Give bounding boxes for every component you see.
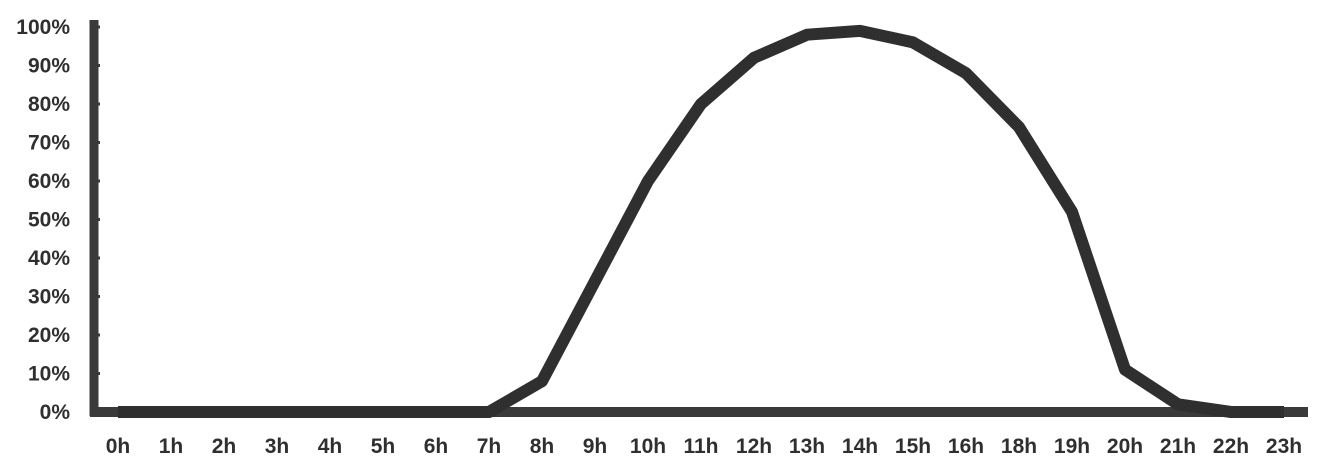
data-point <box>488 411 491 414</box>
x-tick-label: 12h <box>736 435 772 458</box>
series-area <box>117 24 1286 418</box>
y-tick-label: 70% <box>28 132 70 155</box>
y-axis: 0% 10% 20% 30% 40% 50% 60% 70% 80% 90% 100% <box>16 16 100 424</box>
data-point <box>806 33 809 36</box>
x-tick-label: 3h <box>265 435 290 458</box>
data-point <box>435 411 438 414</box>
x-axis: 0h 1h 2h 3h 4h 5h 6h 7h 8h 9h 10h 11h 12h 13h 14h 15h 16… <box>90 407 1308 458</box>
data-point <box>1230 411 1233 414</box>
y-tick-label: 90% <box>28 55 70 78</box>
x-tick-label: 8h <box>530 435 555 458</box>
data-point <box>912 41 915 44</box>
data-point <box>700 103 703 106</box>
x-tick-label: 21h <box>1160 435 1196 458</box>
x-tick-label: 16h <box>948 435 984 458</box>
y-tick-label: 30% <box>28 286 70 309</box>
x-tick-label: 15h <box>895 435 931 458</box>
x-tick-label: 7h <box>477 435 502 458</box>
x-tick-label: 11h <box>683 435 718 458</box>
data-point <box>1018 126 1021 129</box>
data-point <box>965 72 968 75</box>
y-tick-label: 20% <box>28 324 70 347</box>
x-tick-label: 10h <box>630 435 666 458</box>
data-point <box>382 411 385 414</box>
data-point <box>223 411 226 414</box>
x-tick-label: 6h <box>424 435 449 458</box>
x-tick-label: 1h <box>159 435 184 458</box>
x-tick-label: 0h <box>106 435 131 458</box>
x-tick-label: 18h <box>1001 435 1037 458</box>
x-tick-label: 2h <box>212 435 237 458</box>
y-tick-label: 50% <box>28 209 70 232</box>
y-tick-label: 80% <box>28 93 70 116</box>
data-point <box>541 380 544 383</box>
data-point <box>753 56 756 59</box>
series-line <box>118 24 1284 418</box>
x-tick-label: 5h <box>371 435 396 458</box>
data-point <box>859 29 862 32</box>
data-point <box>329 411 332 414</box>
y-tick-label: 40% <box>28 247 70 270</box>
y-tick-label: 100% <box>16 16 70 39</box>
x-tick-label: 4h <box>318 435 343 458</box>
data-point <box>594 280 597 283</box>
x-tick-label: 9h <box>583 435 608 458</box>
data-point <box>1177 403 1180 406</box>
data-point <box>276 411 279 414</box>
data-point <box>1283 411 1286 414</box>
x-tick-label: 20h <box>1107 435 1143 458</box>
x-tick-label: 14h <box>842 435 878 458</box>
data-point <box>117 411 120 414</box>
x-tick-label: 23h <box>1266 435 1302 458</box>
x-tick-label: 19h <box>1054 435 1090 458</box>
data-point <box>170 411 173 414</box>
y-tick-label: 10% <box>28 363 70 386</box>
y-tick-label: 0% <box>40 401 71 424</box>
data-point <box>1071 210 1074 213</box>
y-tick-label: 60% <box>28 170 70 193</box>
data-point <box>1124 368 1127 371</box>
x-tick-label: 22h <box>1213 435 1249 458</box>
data-point <box>647 180 650 183</box>
x-tick-label: 13h <box>789 435 825 458</box>
